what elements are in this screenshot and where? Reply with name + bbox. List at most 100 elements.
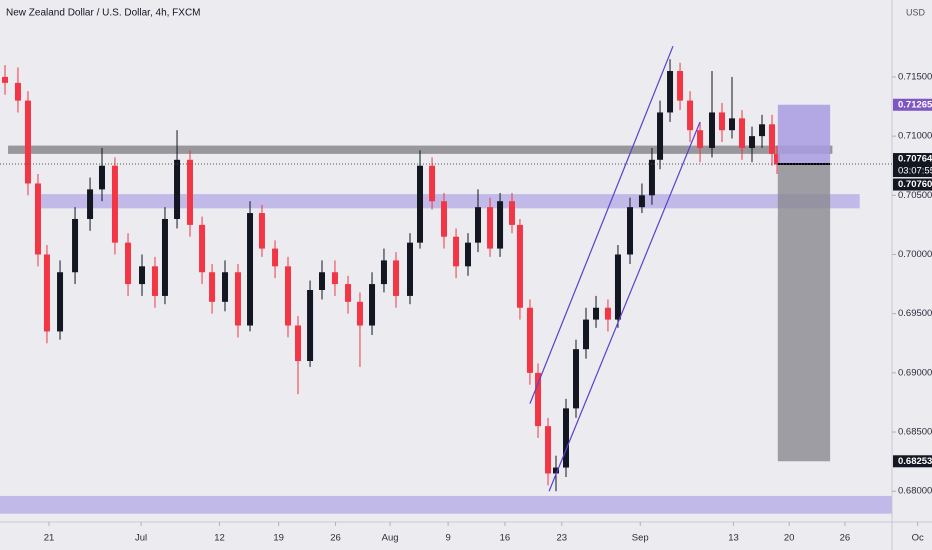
x-tick-label: Oc — [912, 533, 924, 544]
candle-body — [125, 242, 132, 285]
x-tick-label: Jul — [135, 533, 147, 544]
candle-body — [186, 159, 193, 225]
candle-body — [72, 218, 79, 273]
candle-body — [526, 307, 533, 373]
x-tick-label: Sep — [632, 533, 649, 544]
candle-body — [739, 118, 746, 148]
x-tick-label: Aug — [382, 533, 399, 544]
y-tick-label: 0.69500 — [898, 308, 932, 319]
candle-body — [24, 100, 31, 184]
y-tick-label: 0.70500 — [898, 190, 932, 201]
candle-body — [161, 218, 168, 296]
candle-body — [545, 426, 552, 474]
price-marker-label: 0.68253 — [898, 456, 932, 467]
candle-body — [718, 112, 725, 131]
y-tick-label: 0.70000 — [898, 249, 932, 260]
candle-body — [307, 290, 314, 362]
candle-body — [774, 153, 781, 165]
candle-body — [393, 260, 400, 296]
candle-body — [474, 207, 481, 243]
candle-body — [593, 307, 600, 320]
price-marker-label: 0.70760 — [898, 179, 932, 190]
candle-body — [151, 266, 158, 296]
candle-body — [562, 408, 569, 468]
candle-body — [174, 159, 181, 219]
candle-body — [407, 242, 414, 296]
price-marker — [893, 153, 932, 178]
candle-body — [583, 319, 590, 350]
candle-body — [464, 242, 471, 267]
candle-body — [98, 165, 105, 190]
candle-body — [285, 266, 292, 326]
candle-body — [356, 301, 363, 326]
trend-line — [529, 45, 674, 404]
x-tick-label: 16 — [500, 533, 511, 544]
y-tick-label: 0.68000 — [898, 486, 932, 497]
candle-body — [657, 112, 664, 160]
x-tick-label: 21 — [44, 533, 55, 544]
candle-body — [697, 130, 704, 148]
price-marker-label: 0.70764 — [898, 154, 932, 165]
candle-body — [604, 307, 611, 320]
candle-body — [687, 100, 694, 131]
x-tick-label: 13 — [728, 533, 739, 544]
candle-body — [272, 248, 279, 267]
candle-body — [318, 272, 325, 290]
candle-body — [667, 71, 674, 113]
candle-body — [209, 272, 216, 302]
candle-body — [627, 207, 634, 255]
candle-body — [769, 124, 776, 154]
candle-body — [440, 201, 447, 237]
position-target — [777, 164, 831, 462]
zone — [0, 495, 892, 514]
x-tick-label: 9 — [445, 533, 450, 544]
x-tick-label: 12 — [214, 533, 225, 544]
x-tick-label: 19 — [273, 533, 284, 544]
candle-body — [222, 272, 229, 302]
candle-body — [508, 201, 515, 225]
price-marker-label: 0.71265 — [898, 99, 932, 110]
candle-body — [497, 201, 504, 249]
candle-body — [34, 183, 41, 255]
candle-body — [708, 112, 715, 148]
currency-label: USD — [906, 7, 926, 17]
trend-line — [548, 121, 701, 492]
candle-body — [258, 213, 265, 249]
candle-body — [331, 272, 338, 285]
countdown: 03:07:55 — [898, 166, 932, 177]
candle-body — [139, 266, 146, 285]
price-marker — [893, 178, 932, 191]
y-tick-label: 0.71500 — [898, 71, 932, 82]
candle-body — [638, 195, 645, 208]
y-tick-label: 0.68500 — [898, 427, 932, 438]
y-tick-label: 0.71000 — [898, 131, 932, 142]
candle-body — [199, 224, 206, 273]
candle-body — [345, 284, 352, 302]
candle-body — [677, 71, 684, 101]
candle-body — [648, 159, 655, 196]
candle-body — [614, 254, 621, 320]
candle-body — [43, 254, 50, 332]
candle-body — [552, 467, 559, 474]
candle-body — [535, 372, 542, 427]
zone — [8, 145, 833, 154]
candle-body — [87, 189, 94, 219]
candle-body — [14, 82, 21, 101]
plot-area — [0, 45, 892, 514]
candle-body — [729, 118, 736, 131]
candle-body — [573, 349, 580, 409]
y-tick-label: 0.69000 — [898, 367, 932, 378]
candle-body — [57, 272, 64, 332]
candle-body — [759, 124, 766, 137]
candle-body — [749, 136, 756, 148]
candle-body — [429, 165, 436, 202]
candle-body — [247, 213, 254, 326]
x-tick-label: 23 — [557, 533, 568, 544]
candle-body — [417, 165, 424, 243]
candle-body — [487, 207, 494, 249]
x-tick-label: 26 — [840, 533, 851, 544]
zone — [36, 194, 860, 209]
candle-body — [234, 272, 241, 326]
x-tick-label: 20 — [784, 533, 795, 544]
